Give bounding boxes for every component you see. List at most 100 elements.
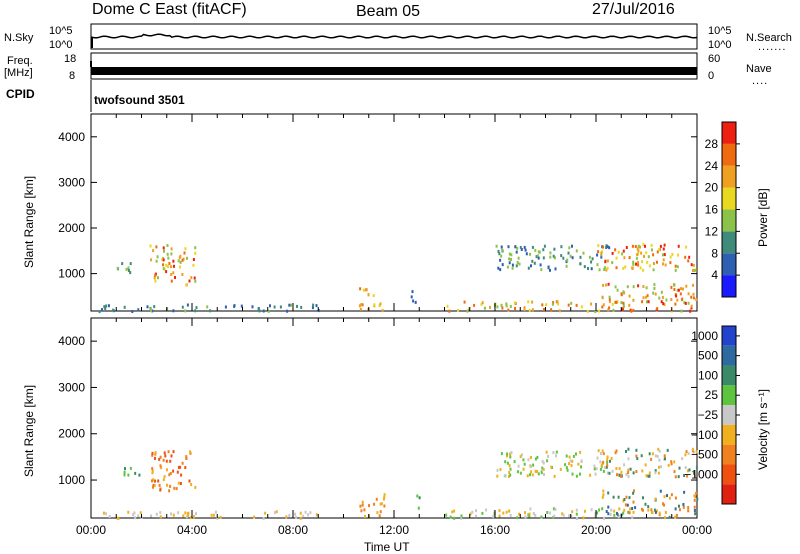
velocity-panel-echo-cell — [522, 467, 525, 471]
power-panel-echo-cell — [311, 306, 314, 310]
power-panel-echo-cell — [206, 305, 209, 309]
velocity-panel-echo-cell — [658, 513, 661, 517]
velocity-panel-echo-cell — [299, 511, 302, 515]
velocity-panel-echo-cell — [185, 455, 188, 459]
power-panel-echo-cell — [531, 308, 534, 312]
velocity-panel-echo-cell — [683, 490, 686, 494]
velocity-panel-echo-cell — [640, 454, 643, 458]
velocity-panel-echo-cell — [517, 464, 520, 468]
velocity-panel-echo-cell — [654, 508, 656, 512]
velocity-panel-echo-cell — [659, 489, 662, 493]
power-panel-echo-cell — [631, 244, 634, 248]
velocity-panel-echo-cell — [104, 512, 107, 516]
power-panel-echo-cell — [550, 308, 553, 312]
velocity-panel-echo-cell — [641, 469, 644, 473]
velocity-panel-echo-cell — [648, 452, 651, 456]
velocity-panel-echo-cell — [294, 512, 297, 516]
velocity-panel-echo-cell — [688, 468, 691, 472]
power-panel-echo-cell — [605, 283, 608, 287]
velocity-panel-echo-cell — [190, 516, 193, 519]
noise-right-tick-top: 10^5 — [708, 25, 732, 37]
velocity-panel-ytick-label: 2000 — [58, 427, 85, 441]
power-panel-echo-cell — [511, 263, 514, 267]
power-panel-echo-cell — [597, 244, 600, 248]
velocity-panel-echo-cell — [417, 506, 420, 510]
velocity-panel-echo-cell — [606, 471, 609, 475]
velocity-panel-echo-cell — [307, 513, 309, 517]
velocity-panel-echo-cell — [368, 504, 370, 508]
power-panel-echo-cell — [653, 262, 655, 265]
power-panel-echo-cell — [251, 305, 254, 309]
power-panel-echo-cell — [137, 308, 140, 312]
power-panel-echo-cell — [607, 282, 610, 286]
velocity-panel-echo-cell — [361, 503, 364, 507]
velocity-panel-echo-cell — [602, 489, 605, 493]
velocity-panel-echo-cell — [177, 481, 180, 485]
velocity-panel-echo-region — [123, 466, 141, 477]
power-panel-echo-cell — [279, 305, 282, 309]
velocity-panel-echo-cell — [124, 467, 126, 471]
velocity-panel-echo-cell — [664, 516, 667, 520]
power-panel-echo-cell — [170, 247, 173, 251]
power-panel-echo-cell — [632, 285, 635, 289]
velocity-panel-echo-cell — [315, 513, 318, 517]
power-panel-echo-cell — [681, 297, 684, 301]
power-panel-echo-cell — [172, 259, 175, 263]
power-panel-echo-cell — [315, 304, 318, 308]
velocity-panel-echo-cell — [186, 511, 189, 515]
power-panel-echo-cell — [258, 309, 261, 313]
velocity-panel-echo-cell — [184, 466, 187, 469]
power-panel-echo-cell — [605, 246, 608, 249]
velocity-panel-echo-cell — [559, 467, 562, 471]
power-panel-echo-cell — [463, 300, 466, 304]
power-panel-echo-cell — [643, 254, 645, 258]
power-panel-echo-cell — [663, 243, 666, 247]
velocity-panel-echo-cell — [618, 467, 621, 471]
power-panel-echo-cell — [534, 248, 537, 252]
power-panel-echo-cell — [679, 292, 682, 296]
power-panel-ytick-label: 2000 — [58, 221, 85, 235]
power-panel-echo-cell — [582, 251, 585, 255]
power-panel-echo-cell — [154, 273, 157, 277]
power-panel-echo-cell — [149, 307, 152, 311]
velocity-panel-echo-cell — [674, 515, 677, 519]
power-panel-echo-cell — [509, 305, 512, 308]
velocity-panel-echo-cell — [302, 514, 305, 518]
velocity-panel-echo-cell — [568, 514, 571, 518]
velocity-panel-echo-cell — [656, 454, 659, 458]
power-panel-echo-cell — [591, 257, 594, 261]
power-panel-echo-cell — [642, 242, 645, 246]
power-panel-echo-cell — [606, 266, 609, 270]
power-panel-echo-cell — [637, 260, 639, 264]
power-panel-echo-cell — [662, 258, 665, 262]
power-panel-echo-cell — [692, 263, 695, 267]
power-panel-echo-cell — [525, 252, 528, 256]
power-panel-echo-cell — [687, 292, 690, 296]
power-panel-echo-cell — [676, 298, 679, 302]
power-panel-echo-cell — [195, 306, 198, 310]
velocity-panel-echo-cell — [506, 454, 508, 458]
power-panel-echo-cell — [489, 305, 491, 309]
velocity-panel-echo-cell — [219, 515, 222, 519]
velocity-panel-echo-cell — [566, 468, 569, 472]
velocity-panel-echo-cell — [632, 500, 635, 504]
velocity-panel-echo-cell — [193, 515, 195, 519]
velocity-panel-echo-cell — [598, 508, 601, 512]
power-panel-echo-cell — [362, 288, 365, 292]
power-panel-echo-cell — [505, 302, 508, 306]
power-panel-echo-cell — [549, 268, 551, 272]
power-panel-echo-cell — [537, 250, 540, 254]
power-panel-echo-cell — [590, 267, 593, 271]
power-panel-echo-cell — [101, 308, 103, 312]
power-panel-echo-cell — [642, 268, 645, 272]
power-panel-echo-cell — [575, 249, 578, 253]
power-panel-echo-cell — [174, 276, 176, 279]
power-panel-echo-cell — [125, 267, 128, 271]
power-panel-echo-cell — [566, 258, 569, 262]
velocity-panel-echo-cell — [549, 511, 552, 515]
velocity-panel-echo-cell — [498, 514, 501, 518]
velocity-panel-echo-cell — [363, 508, 366, 512]
velocity-panel-echo-cell — [632, 491, 635, 495]
velocity-panel-echo-cell — [137, 514, 140, 518]
